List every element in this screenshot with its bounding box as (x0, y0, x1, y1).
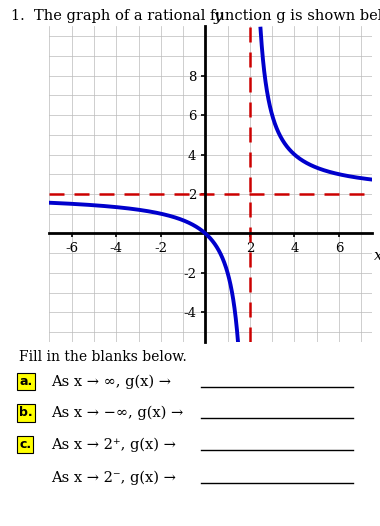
Text: b.: b. (19, 407, 33, 419)
Text: 1.  The graph of a rational function g is shown below.: 1. The graph of a rational function g is… (11, 9, 380, 24)
Text: y: y (213, 11, 222, 24)
Text: As x → 2⁺, g(x) →: As x → 2⁺, g(x) → (51, 437, 176, 452)
Text: a.: a. (19, 375, 32, 388)
Text: Fill in the blanks below.: Fill in the blanks below. (19, 350, 187, 364)
Text: As x → 2⁻, g(x) →: As x → 2⁻, g(x) → (51, 470, 176, 485)
Text: c.: c. (19, 438, 31, 451)
Text: x: x (374, 249, 380, 263)
Text: As x → −∞, g(x) →: As x → −∞, g(x) → (51, 406, 184, 420)
Text: As x → ∞, g(x) →: As x → ∞, g(x) → (51, 374, 171, 389)
